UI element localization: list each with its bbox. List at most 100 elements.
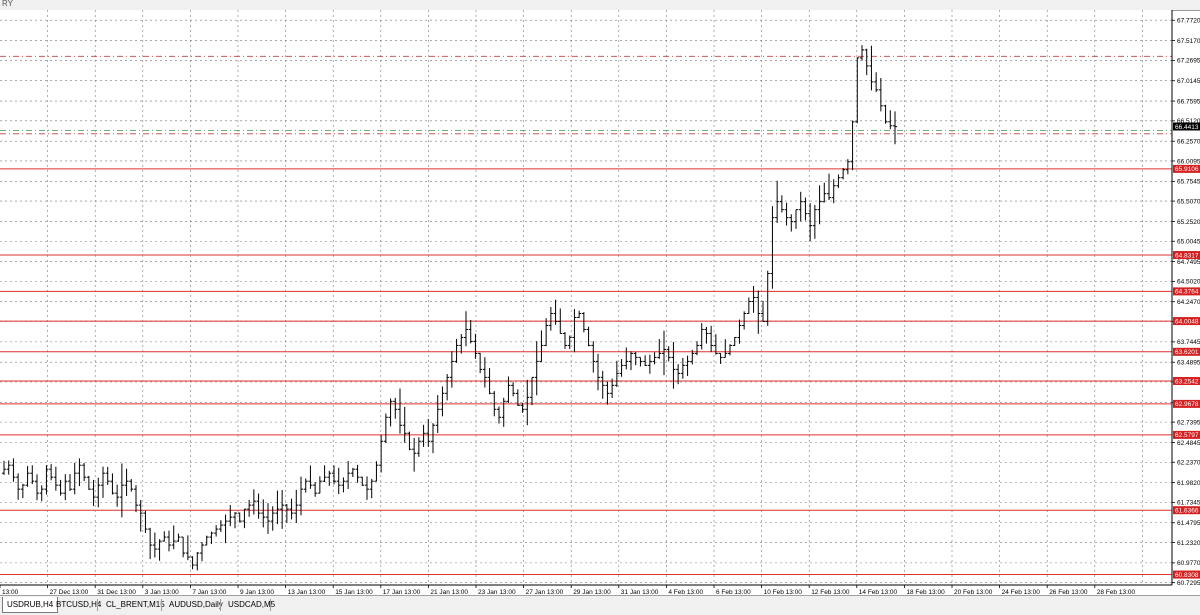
tab-separator [270, 599, 271, 611]
time-axis[interactable]: 13:00 27 Dec 13:00 31 Dec 13:00 3 Jan 13:00… [0, 585, 1135, 595]
ohlc-bar [624, 347, 629, 370]
ohlc-bar [845, 159, 850, 175]
y-tick-label: 62.2370 [1177, 460, 1200, 467]
tab-usdrub-h4[interactable]: USDRUB,H4 [2, 597, 59, 613]
ohlc-bar [82, 462, 87, 482]
ohlc-bar [336, 467, 341, 495]
ohlc-bar [44, 465, 49, 495]
tab-cl-brent-m15[interactable]: CL_BRENT,M15 [106, 600, 165, 609]
ohlc-bar [374, 461, 379, 482]
window-title-fragment: RY [2, 0, 13, 8]
ohlc-bar [497, 406, 501, 424]
x-tick-label: 10 Feb 13:00 [764, 589, 803, 595]
ohlc-bar [388, 398, 393, 427]
chart-tab-bar: USDRUB,H4 BTCUSD,H4 CL_BRENT,M15 AUDUSD,… [0, 595, 1200, 615]
ohlc-bar [39, 485, 44, 502]
price-chart[interactable]: 67.7720 67.5170 67.2695 67.0145 66.7595 66.51… [0, 10, 1200, 595]
ohlc-bar [468, 319, 473, 344]
ohlc-bar [308, 465, 313, 489]
ohlc-bars [2, 45, 897, 571]
tab-btcusd-h4[interactable]: BTCUSD,H4 [56, 600, 102, 609]
ohlc-bar [478, 352, 483, 374]
x-tick-label: 29 Jan 13:00 [573, 589, 611, 595]
ohlc-bar [129, 478, 134, 492]
ohlc-bar [275, 490, 280, 525]
x-tick-label: 20 Feb 13:00 [954, 589, 993, 595]
y-tick-label: 66.7595 [1177, 98, 1200, 105]
ohlc-bar [798, 191, 803, 222]
price-axis[interactable]: 67.7720 67.5170 67.2695 67.0145 66.7595 66.51… [1172, 18, 1200, 587]
ohlc-bar [242, 508, 247, 529]
ohlc-bar [737, 319, 742, 344]
ohlc-bar [473, 333, 478, 359]
ohlc-bar [765, 270, 770, 326]
level-price-tag-label: 61.6366 [1175, 508, 1199, 515]
ohlc-bar [251, 489, 256, 515]
y-tick-label: 66.0095 [1177, 158, 1200, 165]
level-price-tag-label: 63.6201 [1175, 349, 1199, 356]
level-price-tag [1173, 399, 1200, 408]
ohlc-bar [435, 395, 440, 434]
ohlc-bar [614, 360, 619, 387]
ohlc-bar [138, 499, 143, 532]
ohlc-bar [101, 466, 105, 498]
ohlc-bar [525, 379, 530, 426]
ohlc-bar [464, 311, 468, 347]
tab-audusd-daily[interactable]: AUDUSD,Daily [169, 600, 223, 609]
ohlc-bar [195, 552, 200, 571]
y-tick-label: 61.7345 [1177, 500, 1200, 507]
ohlc-bar [883, 104, 888, 124]
ohlc-bar [181, 536, 186, 558]
y-tick-label: 67.7720 [1177, 18, 1200, 25]
level-price-tag-label: 63.2542 [1175, 378, 1199, 385]
ohlc-bar [327, 470, 332, 486]
x-tick-label: 21 Jan 13:00 [430, 589, 468, 595]
ohlc-bar [110, 473, 115, 495]
tab-separator [220, 599, 221, 611]
ohlc-bar [11, 458, 16, 482]
ohlc-bar [148, 527, 153, 560]
ohlc-bar [365, 476, 369, 500]
x-tick-label: 28 Feb 13:00 [1097, 589, 1136, 595]
ohlc-bar [204, 535, 209, 546]
ohlc-bar [124, 468, 129, 496]
ohlc-bar [454, 338, 459, 363]
level-price-tag-label: 60.8308 [1175, 572, 1199, 579]
ohlc-bar [63, 474, 68, 501]
x-tick-label: 6 Feb 13:00 [716, 589, 751, 595]
ohlc-bar [16, 473, 21, 500]
ohlc-bar [209, 531, 214, 545]
x-tick-label: 3 Jan 13:00 [145, 589, 179, 595]
ohlc-bar [261, 499, 266, 528]
ohlc-bar [723, 339, 728, 358]
grid [0, 10, 1172, 585]
ohlc-bar [581, 312, 586, 333]
level-price-tag-label: 64.0048 [1175, 318, 1199, 325]
ohlc-bar [233, 512, 237, 529]
level-price-tag-label: 65.9106 [1175, 166, 1199, 173]
ohlc-bar [657, 339, 662, 359]
y-tick-label: 61.9820 [1177, 480, 1200, 487]
level-price-tag-label: 62.5797 [1175, 432, 1199, 439]
ohlc-bar [746, 297, 751, 314]
ohlc-bar [732, 336, 737, 346]
current-price-tag-label: 66.4413 [1175, 124, 1199, 131]
y-tick-label: 62.4845 [1177, 440, 1200, 447]
ohlc-bar [72, 462, 77, 495]
ohlc-bar [539, 330, 544, 362]
ohlc-bar [822, 182, 827, 203]
ohlc-bar [666, 346, 671, 362]
y-tick-label: 63.4895 [1177, 360, 1200, 367]
y-tick-label: 64.7495 [1177, 259, 1200, 266]
chart-background [0, 10, 1172, 585]
tab-usdcad-m5[interactable]: USDCAD,M5 [228, 600, 276, 609]
ohlc-bar [91, 479, 96, 506]
ohlc-bar [515, 389, 520, 406]
ohlc-bar [704, 326, 709, 344]
y-tick-label: 67.0145 [1177, 78, 1200, 85]
y-tick-label: 67.2695 [1177, 58, 1200, 65]
ohlc-bar [115, 484, 120, 507]
ohlc-bar [440, 386, 445, 417]
ohlc-bar [610, 378, 615, 399]
ohlc-bar [58, 479, 63, 496]
